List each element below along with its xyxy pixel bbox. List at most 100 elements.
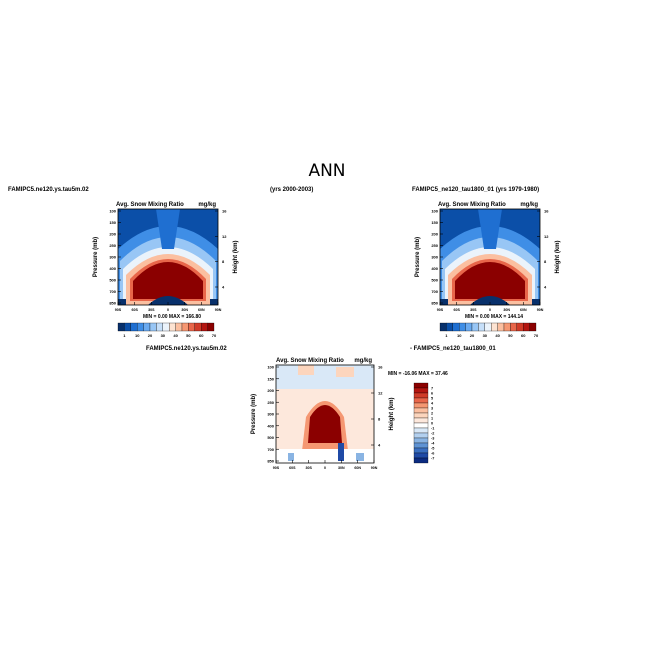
colorbar-swatch (130, 322, 138, 332)
colorbar-swatch (491, 322, 498, 332)
colorbar-label: -1 (431, 426, 434, 430)
x-tick-label: 30S (305, 466, 312, 470)
x-tick-label: 90N (215, 308, 222, 312)
y-tick-label: 500 (109, 278, 116, 283)
x-tick-label: 30N (338, 466, 345, 470)
colorbar-swatch (413, 437, 429, 444)
negative-spot (288, 453, 294, 461)
x-tick-label: 60S (453, 308, 460, 312)
colorbar-swatch (497, 322, 505, 332)
x-tick-label: 30S (148, 308, 155, 312)
x-tick-label: 30S (470, 308, 477, 312)
x-tick-label: 0 (167, 308, 169, 312)
y2-tick-label: 16 (378, 365, 383, 370)
y-tick-label: 300 (109, 255, 116, 260)
y-tick-label: 400 (267, 423, 274, 428)
y-tick-label: 700 (431, 289, 438, 294)
chart-units: mg/kg (520, 202, 538, 208)
y-tick-label: 100 (431, 209, 438, 214)
y-tick-label: 850 (109, 301, 116, 306)
surface-band (276, 449, 374, 463)
colorbar-swatch (503, 322, 511, 332)
positive-patch (336, 367, 354, 377)
colorbar-swatch (201, 322, 208, 332)
y-tick-label: 400 (431, 266, 438, 271)
colorbar-swatch (471, 322, 479, 332)
colorbar-label: 0 (431, 421, 433, 425)
contour-band (455, 262, 525, 299)
colorbar-swatch (413, 412, 429, 419)
y-tick-label: 250 (109, 243, 116, 248)
y-tick-label: 150 (431, 220, 438, 225)
colorbar-swatch (413, 422, 429, 429)
colorbar-label: -2 (431, 431, 434, 435)
surface-low-region (148, 296, 188, 305)
contour-band (133, 262, 203, 299)
colorbar-swatch (446, 322, 453, 332)
y-tick-label: 100 (109, 209, 116, 214)
y2-tick-label: 4 (222, 285, 225, 290)
diff-header-left: FAMIPC5.ne120.ys.tau5m.02 (146, 346, 227, 352)
colorbar-label: 3 (431, 406, 433, 410)
chart-title: Avg. Snow Mixing Ratio (116, 202, 184, 208)
y2-axis-label: Height (km) (555, 240, 561, 273)
y2-tick-label: 12 (378, 391, 383, 396)
colorbar-swatch (124, 322, 131, 332)
colorbar-label: 40 (173, 333, 178, 338)
colorbar-label: 6 (431, 391, 433, 395)
y-tick-label: 100 (267, 365, 274, 370)
colorbar-swatch (516, 322, 524, 332)
colorbar-swatch (413, 442, 429, 449)
min-max-stats: MIN = 0.00 MAX = 166.80 (143, 314, 201, 320)
upper-negative-band (276, 365, 374, 389)
y-tick-label: 850 (267, 459, 274, 464)
colorbar-label: 10 (135, 333, 140, 338)
colorbar-label: 1 (431, 416, 433, 420)
colorbar-swatch (137, 322, 144, 332)
x-tick-label: 90S (437, 308, 444, 312)
y-tick-label: 700 (109, 289, 116, 294)
colorbar-label: -4 (431, 441, 435, 445)
colorbar-swatch (188, 322, 195, 332)
colorbar-label: 30 (161, 333, 166, 338)
colorbar-label: 70 (534, 333, 539, 338)
y-tick-label: 200 (431, 232, 438, 237)
diff-header-right: - FAMIPC5_ne120_tau1800_01 (410, 346, 496, 352)
colorbar-swatch (413, 407, 429, 414)
y2-tick-label: 12 (544, 234, 549, 239)
colorbar-swatch (413, 417, 429, 424)
colorbar-swatch (149, 322, 157, 332)
y2-tick-label: 8 (544, 259, 547, 264)
y-tick-label: 300 (267, 412, 274, 417)
y-tick-label: 300 (431, 255, 438, 260)
colorbar-label: 2 (431, 411, 433, 415)
colorbar-swatch (510, 322, 517, 332)
colorbar-label: 4 (431, 401, 434, 405)
colorbar-label: 70 (212, 333, 217, 338)
colorbar-label: 10 (457, 333, 462, 338)
colorbar-swatch (162, 322, 170, 332)
y2-tick-label: 8 (378, 417, 381, 422)
colorbar-swatch (452, 322, 460, 332)
x-tick-label: 60S (131, 308, 138, 312)
colorbar-label: 40 (495, 333, 500, 338)
colorbar-swatch (156, 322, 163, 332)
y2-tick-label: 16 (544, 209, 549, 214)
colorbar-label: 20 (148, 333, 153, 338)
colorbar-swatch (484, 322, 492, 332)
colorbar-swatch (207, 322, 215, 332)
colorbar-swatch (529, 322, 537, 332)
y2-tick-label: 12 (222, 234, 227, 239)
x-tick-label: 60N (354, 466, 361, 470)
chart-panel-model-b: Avg. Snow Mixing Ratio mg/kg1001502002503… (415, 202, 561, 338)
y2-tick-label: 4 (544, 285, 547, 290)
y2-axis-label: Height (km) (389, 397, 395, 430)
y-tick-label: 250 (267, 400, 274, 405)
x-tick-label: 60N (198, 308, 205, 312)
surface-low-region (210, 299, 218, 305)
y-tick-label: 250 (431, 243, 438, 248)
colorbar-label: -6 (431, 451, 434, 455)
y2-tick-label: 4 (378, 443, 381, 448)
colorbar-swatch (413, 382, 429, 389)
colorbar-swatch (194, 322, 202, 332)
